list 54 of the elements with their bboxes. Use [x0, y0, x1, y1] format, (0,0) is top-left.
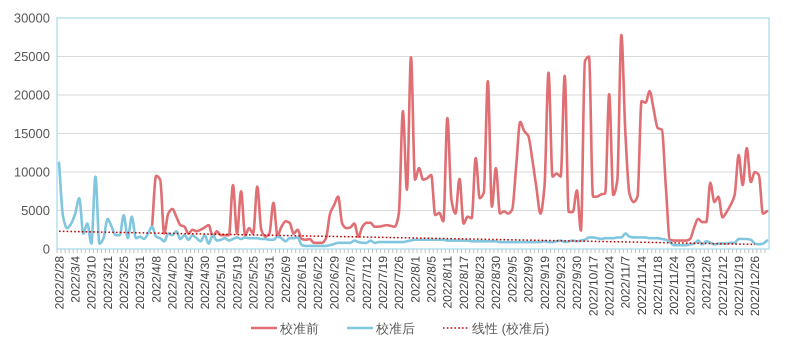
x-tick-label: 2022/10/17	[586, 256, 600, 316]
x-tick-label: 2022/5/31	[262, 256, 277, 310]
x-tick-label: 2022/11/30	[683, 256, 698, 316]
x-tick-label: 2022/7/26	[392, 256, 406, 310]
x-tick-label: 2022/11/7	[618, 256, 633, 308]
legend-label: 线性 (校准后)	[472, 321, 550, 336]
x-tick-label: 2022/5/25	[246, 256, 261, 310]
x-tick-label: 2022/6/29	[327, 256, 342, 310]
legend-label: 校准后	[375, 321, 415, 336]
x-tick-label: 2022/2/28	[52, 256, 66, 310]
x-tick-label: 2022/4/20	[166, 256, 180, 310]
x-tick-label: 2022/11/18	[651, 256, 666, 316]
x-tick-label: 2022/12/6	[700, 256, 714, 310]
x-tick-label: 2022/8/1	[408, 256, 422, 303]
x-tick-label: 2022/5/19	[230, 256, 244, 310]
x-tick-label: 2022/11/14	[634, 256, 649, 316]
x-tick-label: 2022/3/31	[133, 256, 148, 310]
y-tick-label: 30000	[14, 10, 50, 26]
y-tick-label: 10000	[14, 164, 50, 180]
x-tick-label: 2022/9/5	[505, 256, 520, 303]
x-tick-label: 2022/9/19	[538, 256, 552, 310]
x-tick-label: 2022/6/9	[278, 256, 293, 303]
x-tick-label: 2022/9/9	[522, 256, 536, 303]
x-tick-label: 2022/4/25	[182, 256, 196, 310]
x-tick-label: 2022/9/30	[570, 256, 584, 310]
x-tick-label: 2022/12/19	[732, 256, 746, 316]
x-tick-label: 2022/3/25	[117, 256, 132, 310]
x-tick-label: 2022/12/12	[716, 256, 730, 316]
x-tick-label: 2022/7/6	[344, 256, 358, 303]
x-tick-label: 2022/3/4	[68, 256, 83, 303]
x-tick-label: 2022/7/12	[360, 256, 374, 310]
x-tick-label: 2022/7/19	[376, 256, 390, 310]
y-tick-label: 25000	[14, 49, 50, 64]
x-tick-label: 2022/3/21	[100, 256, 115, 310]
x-tick-label: 2022/10/24	[602, 256, 617, 316]
x-tick-label: 2022/8/30	[489, 256, 504, 310]
x-tick-label: 2022/9/23	[554, 256, 568, 310]
x-tick-label: 2022/4/8	[149, 256, 164, 303]
y-tick-label: 5000	[21, 203, 50, 218]
x-tick-label: 2022/8/5	[424, 256, 439, 303]
legend-label: 校准前	[279, 321, 319, 336]
x-tick-label: 2022/8/17	[456, 256, 471, 310]
x-tick-label: 2022/8/23	[473, 256, 488, 310]
x-tick-label: 2022/11/24	[667, 256, 682, 316]
y-tick-label: 0	[42, 242, 50, 256]
y-tick-label: 15000	[14, 126, 50, 141]
x-tick-label: 2022/8/11	[440, 256, 455, 308]
y-tick-label: 20000	[14, 88, 50, 102]
x-tick-label: 2022/3/10	[84, 256, 99, 310]
x-tick-label: 2022/6/16	[295, 256, 310, 310]
x-tick-label: 2022/6/22	[311, 256, 326, 310]
x-tick-label: 2022/4/30	[198, 256, 212, 310]
x-tick-label: 2022/12/26	[748, 256, 762, 316]
x-tick-label: 2022/5/10	[214, 256, 228, 310]
